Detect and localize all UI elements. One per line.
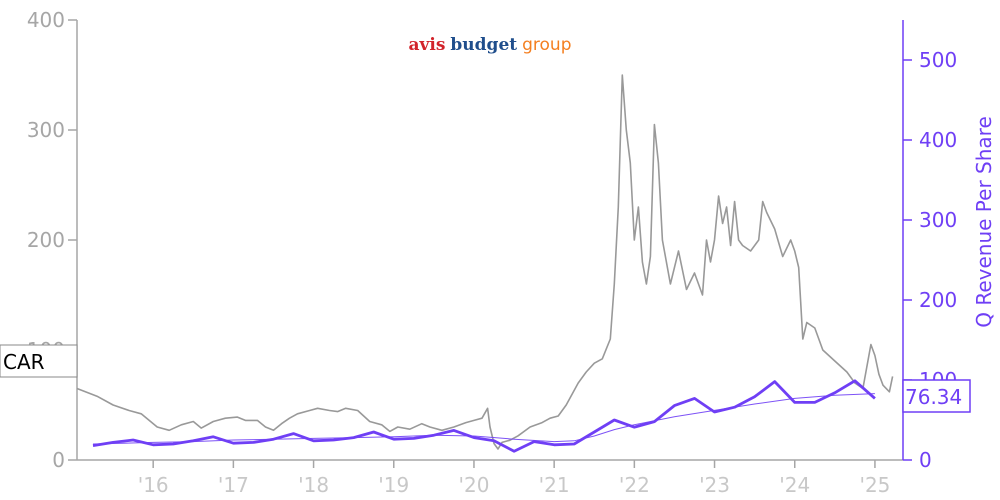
series-layer	[76, 74, 894, 453]
x-tick-label: '24	[779, 473, 810, 497]
logo-avis-text: avis	[409, 35, 446, 55]
revenue-line	[92, 379, 876, 453]
logo: avis budget group	[409, 35, 572, 55]
left-tick-label: 400	[27, 8, 65, 32]
left-tick-label: 200	[27, 228, 65, 252]
ticker-label: CAR	[3, 350, 45, 374]
left-tick-label: 0	[52, 448, 65, 472]
x-tick-label: '20	[458, 473, 489, 497]
x-tick-label: '23	[699, 473, 730, 497]
axes	[76, 20, 904, 461]
right-axis-label: Q Revenue Per Share	[972, 116, 996, 328]
tick-layer: 01002003004000100200300400500'16'17'18'1…	[27, 8, 957, 497]
right-tick-label: 300	[919, 208, 957, 232]
left-tick-label: 300	[27, 118, 65, 142]
x-tick-label: '18	[298, 473, 329, 497]
right-tick-label: 400	[919, 128, 957, 152]
last-value-box: 76.34	[902, 379, 971, 413]
right-tick-label: 500	[919, 48, 957, 72]
x-tick-label: '25	[859, 473, 890, 497]
x-tick-label: '21	[539, 473, 570, 497]
right-tick-label: 200	[919, 288, 957, 312]
x-tick-label: '16	[138, 473, 169, 497]
x-tick-label: '22	[619, 473, 650, 497]
x-tick-label: '17	[218, 473, 249, 497]
right-tick-label: 0	[919, 448, 932, 472]
last-value-label: 76.34	[905, 385, 962, 409]
x-tick-label: '19	[378, 473, 409, 497]
ticker-box: CAR	[0, 344, 78, 378]
price-line	[76, 74, 894, 450]
logo-budget-text: budget	[450, 35, 517, 55]
logo-group-text: group	[522, 35, 571, 55]
